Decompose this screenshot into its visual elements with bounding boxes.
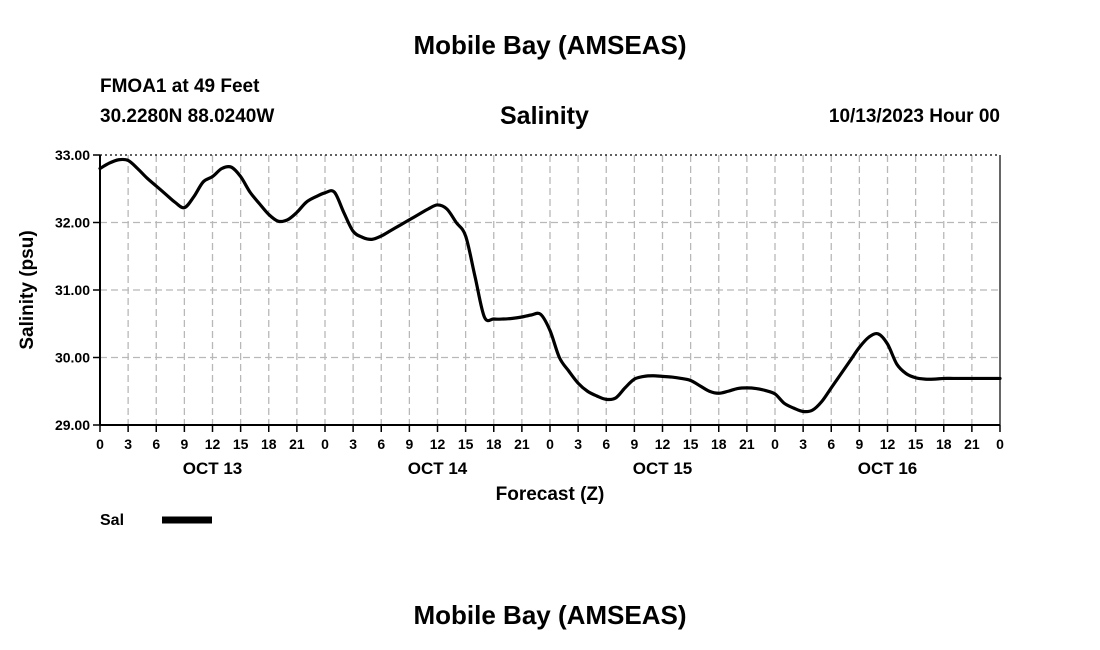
x-tick-label: 12 (880, 436, 896, 452)
x-tick-label: 6 (602, 436, 610, 452)
chart-title: Salinity (500, 102, 589, 130)
x-tick-label: 9 (630, 436, 638, 452)
x-tick-label: 9 (405, 436, 413, 452)
y-tick-label: 30.00 (55, 350, 90, 366)
y-axis-label: Salinity (psu) (17, 230, 38, 349)
x-tick-label: 0 (546, 436, 554, 452)
x-tick-label: 6 (377, 436, 385, 452)
station-coordinates: 30.2280N 88.0240W (100, 106, 275, 127)
x-tick-label: 0 (96, 436, 104, 452)
x-tick-label: 0 (321, 436, 329, 452)
x-tick-label: 18 (486, 436, 502, 452)
x-axis-label: Forecast (Z) (496, 484, 605, 505)
x-tick-label: 15 (233, 436, 249, 452)
x-tick-label: 12 (205, 436, 221, 452)
station-label: FMOA1 at 49 Feet (100, 76, 260, 97)
x-tick-label: 9 (180, 436, 188, 452)
x-tick-label: 6 (152, 436, 160, 452)
date-label: OCT 16 (858, 459, 918, 478)
x-tick-label: 18 (261, 436, 277, 452)
x-tick-label: 21 (739, 436, 755, 452)
x-tick-label: 15 (458, 436, 474, 452)
x-tick-label: 0 (771, 436, 779, 452)
x-tick-label: 15 (683, 436, 699, 452)
x-tick-label: 12 (655, 436, 671, 452)
x-tick-label: 9 (855, 436, 863, 452)
x-tick-label: 21 (964, 436, 980, 452)
y-tick-label: 33.00 (55, 147, 90, 163)
date-label: OCT 13 (183, 459, 243, 478)
series-line-sal (98, 157, 1002, 414)
y-tick-label: 29.00 (55, 417, 90, 433)
x-tick-label: 18 (936, 436, 952, 452)
x-tick-label: 12 (430, 436, 446, 452)
legend-label: Sal (100, 512, 124, 529)
date-label: OCT 15 (633, 459, 693, 478)
x-tick-label: 18 (711, 436, 727, 452)
x-tick-label: 3 (349, 436, 357, 452)
y-tick-label: 31.00 (55, 282, 90, 298)
salinity-chart: 29.00 30.00 31.00 32.00 33.00 0 3 6 9 12 15 18 21 0 3 6… (17, 147, 1004, 529)
page-title-bottom: Mobile Bay (AMSEAS) (413, 600, 687, 630)
x-tick-label: 3 (574, 436, 582, 452)
x-tick-label: 3 (124, 436, 132, 452)
x-tick-label: 21 (514, 436, 530, 452)
x-tick-label: 3 (799, 436, 807, 452)
x-tick-label: 6 (827, 436, 835, 452)
forecast-run-time: 10/13/2023 Hour 00 (828, 106, 1000, 127)
x-tick-label: 0 (996, 436, 1004, 452)
x-tick-label: 15 (908, 436, 924, 452)
x-tick-label: 21 (289, 436, 305, 452)
page-title: Mobile Bay (AMSEAS) (413, 30, 687, 60)
date-label: OCT 14 (408, 459, 468, 478)
y-tick-label: 32.00 (55, 215, 90, 231)
